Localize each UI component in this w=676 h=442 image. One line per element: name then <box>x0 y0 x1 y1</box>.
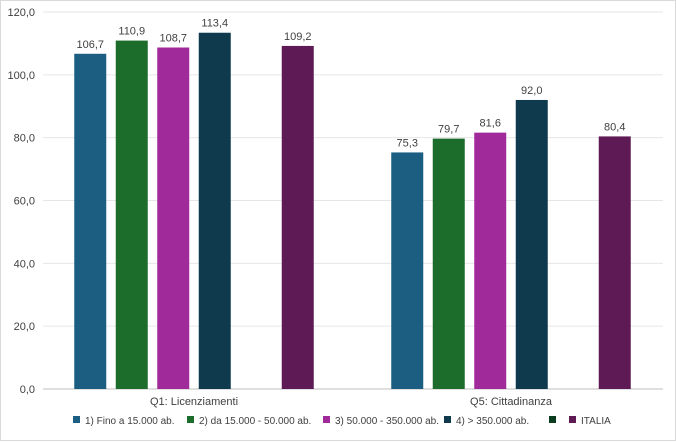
y-tick-label: 80,0 <box>14 133 35 145</box>
legend-label: 4) > 350.000 ab. <box>456 416 529 427</box>
data-label: 92,0 <box>521 85 542 97</box>
bar <box>115 40 148 389</box>
bar <box>391 152 424 389</box>
legend-swatch <box>187 416 194 423</box>
bar <box>281 45 314 390</box>
data-label: 106,7 <box>76 39 104 51</box>
legend-label: 1) Fino a 15.000 ab. <box>85 416 175 427</box>
y-tick-label: 20,0 <box>14 321 35 333</box>
legend-swatch <box>444 416 451 423</box>
bar <box>74 53 107 389</box>
legend-swatch <box>569 416 576 423</box>
legend-label: 3) 50.000 - 350.000 ab. <box>335 416 439 427</box>
y-tick-label: 100,0 <box>7 70 35 82</box>
data-label: 81,6 <box>480 118 501 130</box>
data-label: 110,9 <box>118 26 145 38</box>
data-label: 75,3 <box>397 137 418 149</box>
bar <box>474 132 507 389</box>
legend-swatch <box>323 416 330 423</box>
data-label: 113,4 <box>201 18 228 30</box>
y-tick-label: 0,0 <box>20 384 35 396</box>
data-label: 79,7 <box>438 124 459 136</box>
y-tick-label: 120,0 <box>7 7 35 19</box>
y-tick-label: 60,0 <box>14 196 35 208</box>
legend-swatch <box>549 416 556 423</box>
category-label: Q1: Licenziamenti <box>150 396 238 408</box>
bar <box>598 136 631 389</box>
y-tick-label: 40,0 <box>14 258 35 270</box>
bar <box>157 47 190 390</box>
legend-label: ITALIA <box>581 416 611 427</box>
bar <box>432 138 465 389</box>
bar <box>515 99 548 389</box>
data-label: 80,4 <box>604 121 625 133</box>
legend-label: 2) da 15.000 - 50.000 ab. <box>199 416 311 427</box>
data-label: 109,2 <box>284 31 312 43</box>
data-label: 108,7 <box>159 33 187 45</box>
category-label: Q5: Cittadinanza <box>470 396 553 408</box>
bar <box>198 32 231 390</box>
legend-swatch <box>73 416 80 423</box>
